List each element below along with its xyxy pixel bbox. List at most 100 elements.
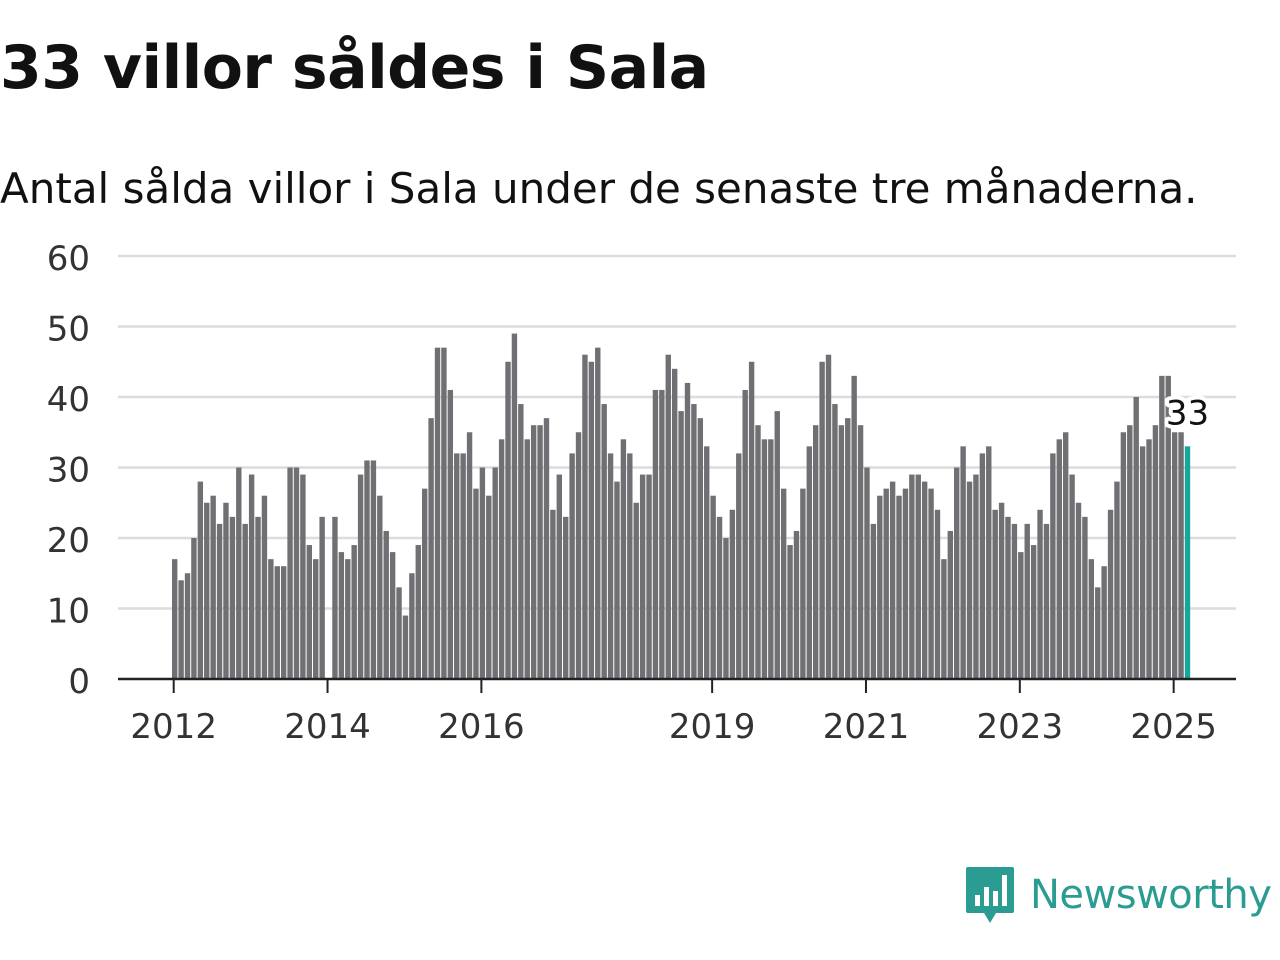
bar: [236, 467, 242, 679]
bar: [877, 495, 883, 679]
bar: [223, 502, 229, 679]
y-tick-label: 30: [47, 451, 90, 491]
bar: [665, 354, 671, 679]
bar: [229, 516, 236, 679]
bar: [268, 559, 274, 679]
bar: [851, 375, 857, 679]
bar: [947, 530, 954, 679]
bar: [1062, 432, 1069, 679]
bar: [934, 509, 941, 679]
y-tick-label: 20: [47, 521, 90, 561]
bar: [255, 516, 261, 679]
bar: [889, 481, 896, 679]
bar: [1088, 559, 1095, 679]
bar: [1030, 545, 1037, 679]
bar: [492, 467, 498, 679]
bar: [819, 361, 825, 679]
bar: [575, 432, 582, 679]
bar: [1133, 397, 1139, 679]
bar: [800, 488, 806, 679]
bar: [1178, 432, 1184, 679]
bar: [1024, 523, 1030, 679]
y-tick-label: 40: [47, 380, 90, 420]
bar: [678, 411, 684, 679]
bar: [607, 453, 614, 679]
newsworthy-logo: Newsworthy: [964, 864, 1272, 926]
bar: [966, 481, 973, 679]
bar: [588, 361, 595, 679]
bar: [486, 495, 492, 679]
bar: [755, 425, 761, 679]
bar: [524, 439, 530, 679]
bar: [1082, 516, 1088, 679]
bar: [614, 481, 620, 679]
bar: [902, 488, 909, 679]
bar: [896, 495, 902, 679]
bar: [370, 460, 377, 679]
bar: [646, 474, 652, 679]
y-tick-label: 50: [47, 310, 90, 350]
bar: [210, 495, 216, 679]
bar: [280, 566, 287, 679]
x-tick-label: 2014: [284, 707, 371, 747]
bar: [543, 418, 550, 679]
bar: [1056, 439, 1062, 679]
bar: [627, 453, 633, 679]
bar: [556, 474, 562, 679]
bar: [601, 404, 607, 679]
bar: [845, 418, 851, 679]
bar: [1043, 523, 1050, 679]
bar: [287, 467, 293, 679]
bar: [813, 425, 819, 679]
y-tick-label: 60: [47, 239, 90, 279]
bar: [787, 545, 793, 679]
bar: [582, 354, 588, 679]
bar: [928, 488, 934, 679]
bar: [441, 347, 447, 679]
bar: [941, 559, 947, 679]
bar: [332, 516, 338, 679]
bar: [1050, 453, 1056, 679]
bar: [1107, 509, 1114, 679]
y-tick-label: 0: [68, 662, 90, 702]
bar: [832, 404, 838, 679]
bar: [1146, 439, 1152, 679]
bar: [1095, 587, 1101, 679]
bar: [979, 453, 986, 679]
bar: [1101, 566, 1107, 679]
x-tick-label: 2023: [977, 707, 1064, 747]
bar: [998, 502, 1005, 679]
bar: [883, 488, 889, 679]
x-tick-label: 2025: [1130, 707, 1217, 747]
bar: [172, 559, 178, 679]
bar: [274, 566, 280, 679]
bar: [825, 354, 832, 679]
bar: [620, 439, 627, 679]
bar: [870, 523, 877, 679]
bar: [761, 439, 768, 679]
bar: [748, 361, 755, 679]
bar: [216, 523, 223, 679]
bar: [402, 615, 409, 679]
bar: [793, 530, 800, 679]
bar: [768, 439, 774, 679]
bar: [1159, 375, 1165, 679]
bar: [498, 439, 505, 679]
bar: [780, 488, 787, 679]
bar: [1011, 523, 1018, 679]
bar: [377, 495, 383, 679]
bar: [505, 361, 511, 679]
bar: [178, 580, 184, 679]
bar: [518, 404, 524, 679]
bar: [319, 516, 325, 679]
bar: [864, 467, 870, 679]
bar: [595, 347, 601, 679]
bar: [473, 488, 479, 679]
bar: [639, 474, 646, 679]
bar: [671, 368, 678, 679]
bar: [986, 446, 992, 679]
bar: [1075, 502, 1082, 679]
brand-name: Newsworthy: [1030, 872, 1272, 918]
bar: [569, 453, 575, 679]
bar: [313, 559, 319, 679]
